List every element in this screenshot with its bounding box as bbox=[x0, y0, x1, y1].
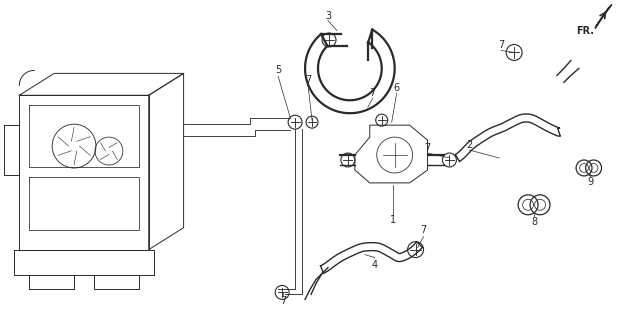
Text: 5: 5 bbox=[275, 65, 281, 76]
Text: 7: 7 bbox=[305, 75, 311, 85]
Text: 3: 3 bbox=[325, 11, 331, 20]
Polygon shape bbox=[596, 4, 612, 27]
Text: 7: 7 bbox=[420, 225, 427, 235]
Text: 1: 1 bbox=[390, 215, 396, 225]
Text: 7: 7 bbox=[498, 39, 504, 50]
Text: 8: 8 bbox=[531, 217, 537, 227]
Text: 7: 7 bbox=[280, 296, 286, 306]
Text: 7: 7 bbox=[424, 143, 431, 153]
Text: FR.: FR. bbox=[576, 26, 594, 36]
Text: 9: 9 bbox=[588, 177, 594, 187]
Text: 7: 7 bbox=[369, 88, 376, 98]
Text: 4: 4 bbox=[372, 260, 378, 269]
Text: 6: 6 bbox=[394, 83, 400, 93]
Text: 2: 2 bbox=[466, 140, 473, 150]
